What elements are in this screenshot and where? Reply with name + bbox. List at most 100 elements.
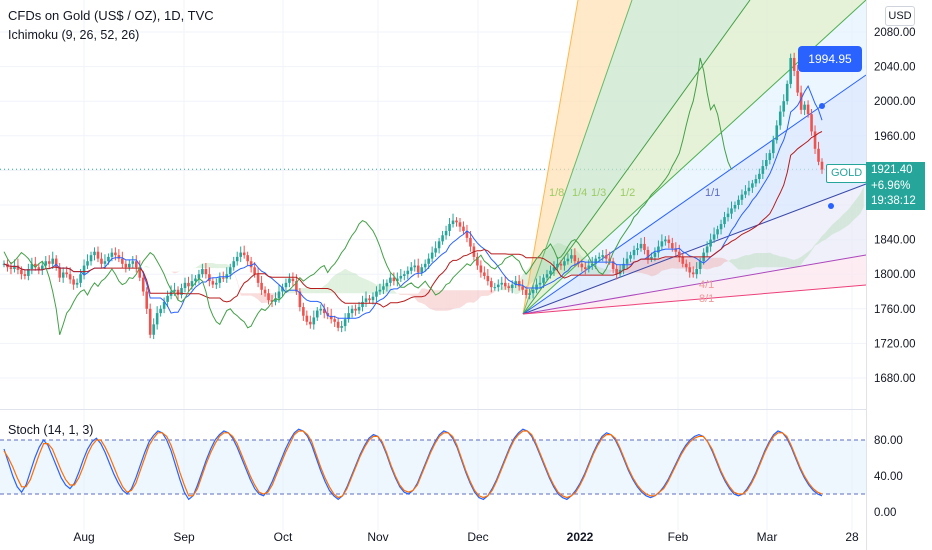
candle-body	[141, 277, 145, 292]
candle-body	[392, 277, 396, 282]
candle-body	[503, 282, 507, 287]
time-tick-label: Aug	[73, 530, 94, 544]
cloud-segment	[675, 257, 680, 269]
cloud-segment	[261, 293, 266, 304]
stoch-d-line	[3, 430, 823, 499]
candle-body	[545, 274, 549, 278]
candle-body	[803, 104, 806, 110]
candle-body	[354, 308, 357, 311]
cloud-segment	[473, 290, 478, 303]
candle-body	[671, 243, 674, 249]
price-tick-label: 1960.00	[874, 131, 916, 143]
candle-body	[587, 265, 591, 270]
candle-body	[493, 287, 497, 289]
candle-body	[458, 222, 462, 227]
candle-body	[27, 269, 30, 276]
candle-body	[197, 274, 201, 279]
candle-body	[16, 265, 20, 270]
candle-body	[396, 278, 399, 282]
ichimoku-legend[interactable]: Ichimoku (9, 26, 52, 26)	[8, 28, 140, 42]
cloud-segment	[647, 257, 652, 277]
cloud-segment	[721, 257, 725, 266]
candle-body	[194, 278, 197, 282]
candle-body	[423, 263, 427, 268]
gann-fan-line	[522, 0, 633, 315]
price-tick-label: 2040.00	[874, 62, 916, 74]
currency-button[interactable]: USD	[885, 6, 915, 26]
candle-body	[451, 220, 455, 225]
cloud-segment	[143, 265, 147, 268]
cloud-segment	[571, 248, 575, 275]
cloud-segment	[446, 290, 450, 311]
candle-body	[277, 291, 281, 299]
candle-body	[604, 255, 608, 259]
candle-body	[556, 263, 559, 268]
candle-body	[23, 274, 27, 276]
cloud-segment	[693, 257, 697, 269]
candle-body	[58, 267, 61, 278]
candle-body	[650, 256, 653, 259]
candle-body	[622, 263, 625, 270]
cloud-segment	[334, 273, 339, 294]
candle-body	[134, 261, 138, 268]
candle-body	[47, 261, 51, 264]
candle-body	[13, 265, 16, 270]
candle-body	[402, 274, 406, 276]
cloud-segment	[432, 290, 436, 311]
price-tick-label: 1800.00	[874, 269, 916, 281]
cloud-segment	[494, 289, 499, 292]
candle-body	[249, 261, 253, 268]
candle-body	[427, 258, 430, 264]
candle-body	[128, 263, 131, 268]
candle-body	[96, 251, 100, 259]
price-tick-label: 1840.00	[874, 235, 916, 247]
candle-body	[159, 308, 162, 314]
candle-body	[611, 261, 615, 270]
cloud-segment	[689, 257, 694, 269]
cloud-segment	[487, 290, 492, 296]
candle-body	[65, 272, 68, 275]
cloud-segment	[244, 293, 248, 296]
price-callout[interactable]: 1994.95	[798, 46, 862, 72]
price-tick-label: 2000.00	[874, 96, 916, 108]
gann-fan-line	[522, 284, 867, 315]
candle-body	[298, 291, 302, 308]
candle-body	[131, 261, 135, 264]
candle-body	[190, 281, 194, 287]
cloud-segment	[832, 221, 836, 235]
candle-body	[30, 263, 34, 270]
candle-body	[726, 213, 730, 218]
cloud-segment	[390, 286, 394, 294]
candle-body	[343, 319, 347, 327]
cloud-segment	[97, 265, 102, 267]
cloud-segment	[435, 290, 440, 311]
cloud-segment	[853, 198, 857, 221]
candle-body	[674, 248, 678, 252]
gann-fan-label: 1/2	[620, 187, 635, 199]
cloud-segment	[212, 262, 217, 269]
candle-body	[72, 279, 75, 285]
cloud-segment	[442, 290, 447, 311]
candle-body	[364, 298, 368, 302]
cloud-segment	[202, 262, 206, 269]
candle-body	[437, 241, 441, 249]
candle-body	[211, 281, 215, 285]
candle-body	[549, 270, 552, 275]
cloud-segment	[449, 290, 454, 311]
cloud-segment	[414, 293, 419, 303]
candle-body	[559, 263, 563, 266]
cloud-segment	[470, 290, 474, 303]
time-tick-label: Dec	[467, 530, 488, 544]
stoch-legend[interactable]: Stoch (14, 1, 3)	[8, 423, 94, 437]
candle-body	[552, 267, 556, 271]
candle-body	[322, 308, 326, 314]
candle-body	[768, 153, 772, 161]
pane-divider[interactable]	[0, 409, 866, 410]
candle-body	[695, 269, 698, 275]
candle-body	[775, 125, 779, 141]
candle-body	[490, 281, 493, 288]
candle-body	[256, 274, 260, 283]
candle-body	[221, 277, 225, 279]
candle-body	[228, 267, 232, 275]
